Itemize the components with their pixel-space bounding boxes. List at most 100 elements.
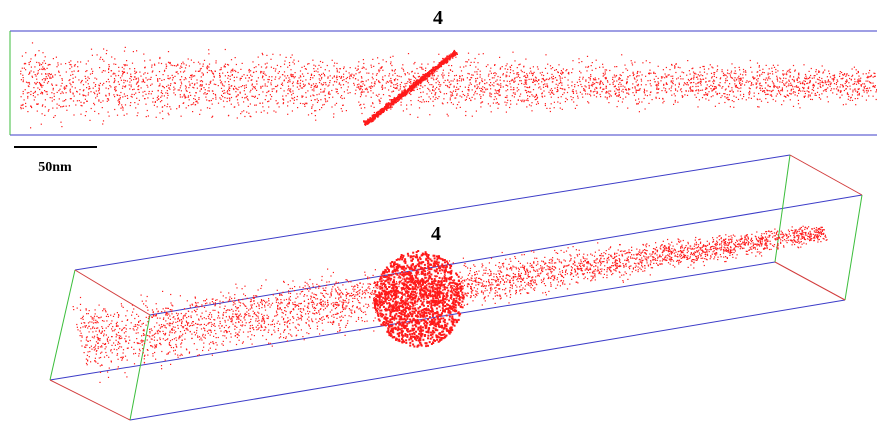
atom [622,71,624,74]
atom [452,90,455,92]
atom [184,95,186,97]
atom [346,76,348,79]
atom [590,74,592,76]
atom [468,84,470,86]
atom [553,101,555,103]
atom [251,83,253,85]
atom [311,106,313,108]
atom [300,308,302,310]
atom [841,94,843,96]
atom [27,97,29,99]
atom [138,99,140,101]
atom [236,99,239,101]
atom [200,88,202,90]
atom [541,78,543,80]
atom [481,263,483,265]
atom [212,79,214,81]
atom [748,97,750,99]
atom [210,99,212,102]
atom [697,85,699,87]
atom [239,77,241,79]
atom [370,87,372,89]
atom [680,240,682,242]
atom [634,86,636,88]
atom [621,79,624,81]
atom [500,86,502,88]
atom [806,234,808,236]
atom [238,86,240,88]
atom [839,75,841,77]
atom [604,69,606,71]
atom [671,63,673,66]
atom [699,248,701,250]
atom [372,102,374,104]
atom [635,91,637,93]
atom [578,58,580,60]
atom [156,106,158,108]
atom [454,54,457,56]
atom [47,75,49,77]
atom [212,90,214,92]
atom [455,107,458,109]
atom [239,91,241,93]
atom [157,78,159,80]
atom [189,83,191,85]
atom [154,351,156,354]
atom [807,96,809,98]
atom [199,113,201,115]
atom [588,87,590,89]
atom [203,59,206,61]
atom [557,71,559,73]
atom [474,98,476,100]
atom [129,77,131,80]
atom [757,80,759,82]
atom [769,94,771,96]
atom [277,72,279,74]
atom [618,91,620,93]
atom [168,114,170,116]
atom [603,74,605,76]
atom [420,82,422,85]
atom [639,89,641,91]
atom [509,66,512,69]
atom [267,78,269,81]
atom [291,74,293,76]
top-box [9,30,877,136]
atom [339,68,341,70]
atom [793,91,795,93]
atom [495,102,497,104]
atom [96,327,98,329]
atom [232,69,234,71]
atom [117,94,119,96]
atom [614,92,616,95]
atom [440,91,442,93]
atom [84,75,86,77]
atom [357,65,359,67]
atom [777,89,780,92]
atom [141,81,143,83]
atom [20,104,22,106]
atom [302,83,305,85]
atom [53,116,55,118]
atom [751,71,753,73]
atom [252,61,254,63]
atom [518,64,520,66]
atom [446,102,449,104]
atom [281,74,284,76]
atom [219,327,221,329]
atom [22,104,24,106]
atom [238,318,240,320]
atom [541,92,543,94]
atom [531,73,533,75]
atom [134,72,136,75]
atom [277,84,279,86]
atom [546,72,549,74]
atom [455,97,457,99]
atom [829,81,831,83]
atom [427,268,430,270]
atom [313,306,316,309]
atom [229,87,231,89]
atom [653,72,655,74]
atom [262,91,264,93]
atom [374,292,376,294]
